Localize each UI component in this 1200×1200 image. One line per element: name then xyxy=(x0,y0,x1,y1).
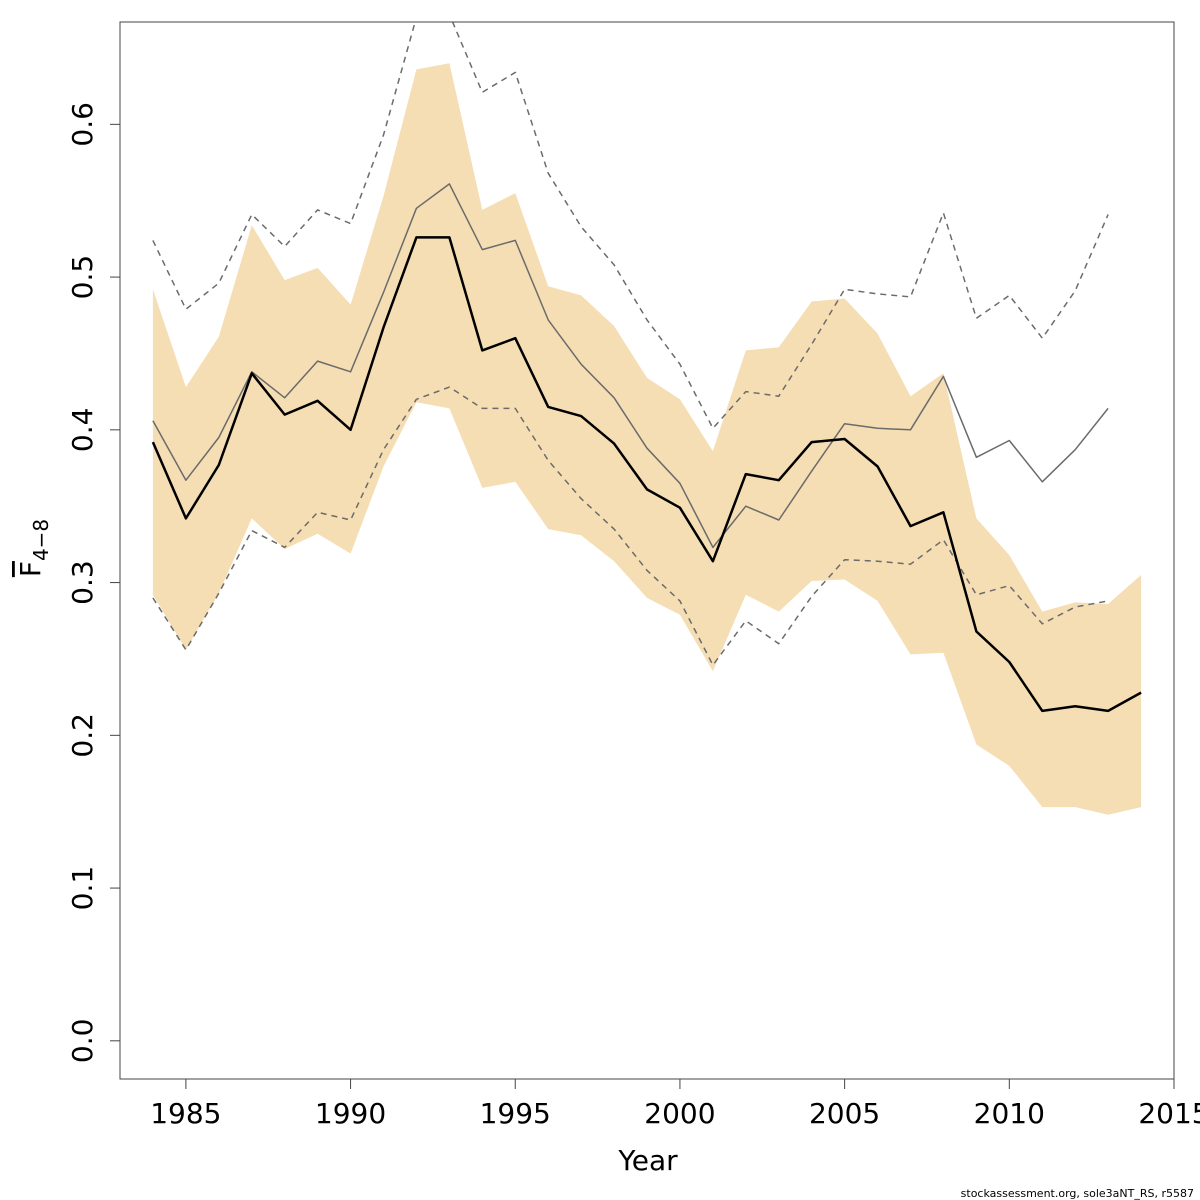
y-axis-title: F4−8 xyxy=(14,519,53,577)
y-axis-title-subscript: 4−8 xyxy=(29,519,53,561)
comparison-line xyxy=(152,183,1109,549)
y-tick-label: 0.2 xyxy=(66,713,99,758)
y-axis: 0.0 0.1 0.2 0.3 0.4 0.5 0.6 xyxy=(66,102,121,1064)
x-tick-label: 1995 xyxy=(480,1097,551,1130)
y-tick-label: 0.3 xyxy=(66,560,99,605)
y-tick-label: 0.0 xyxy=(66,1019,99,1064)
x-tick-label: 2000 xyxy=(644,1097,715,1130)
svg-text:F4−8: F4−8 xyxy=(14,519,53,577)
y-tick-label: 0.6 xyxy=(66,102,99,147)
x-tick-label: 2005 xyxy=(809,1097,880,1130)
x-axis-title: Year xyxy=(617,1144,678,1177)
comparison-bound-line xyxy=(152,22,1109,430)
x-tick-label: 2015 xyxy=(1138,1097,1200,1130)
x-axis: 1985 1990 1995 2000 2005 2010 2015 xyxy=(150,1078,1200,1130)
y-tick-label: 0.4 xyxy=(66,408,99,453)
estimate-line xyxy=(151,236,1142,713)
y-tick-label: 0.1 xyxy=(66,866,99,911)
x-tick-label: 2010 xyxy=(974,1097,1045,1130)
y-tick-label: 0.5 xyxy=(66,255,99,300)
x-tick-label: 1990 xyxy=(315,1097,386,1130)
plot-area xyxy=(151,22,1142,815)
footer-credit: stockassessment.org, sole3aNT_RS, r5587 xyxy=(961,1187,1194,1200)
confidence-band xyxy=(152,63,1142,815)
x-tick-label: 1985 xyxy=(150,1097,221,1130)
y-axis-title-main: F xyxy=(14,561,47,577)
